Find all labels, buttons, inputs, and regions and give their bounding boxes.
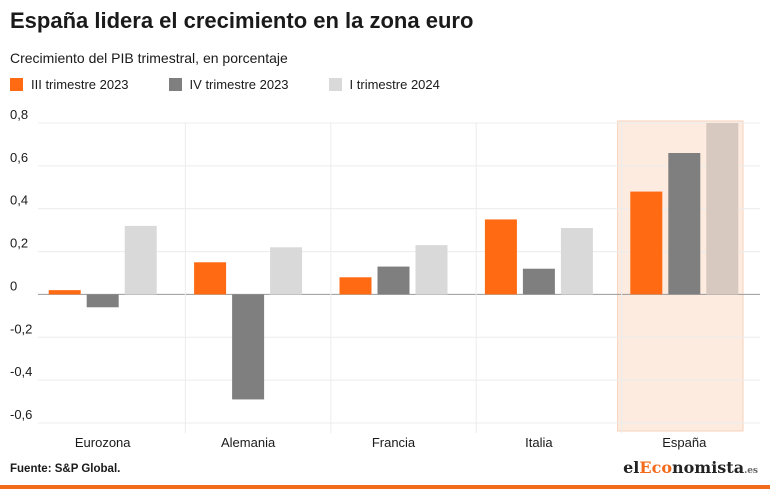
x-tick-label: Alemania — [221, 435, 276, 450]
bar-españa-s1 — [668, 153, 701, 295]
legend-item-s0: III trimestre 2023 — [10, 77, 129, 92]
bar-eurozona-s0 — [48, 290, 81, 295]
bar-alemania-s0 — [194, 262, 227, 295]
y-tick-label: -0,6 — [10, 407, 32, 422]
source-note: Fuente: S&P Global. — [10, 463, 121, 475]
chart-title: España lidera el crecimiento en la zona … — [10, 8, 474, 33]
y-tick-label: 0,2 — [10, 236, 28, 251]
bar-eurozona-s2 — [124, 225, 157, 295]
legend-swatch-s0 — [10, 78, 23, 91]
legend-swatch-s1 — [168, 78, 182, 91]
y-tick-label: 0,4 — [10, 193, 28, 208]
x-tick-label: Eurozona — [75, 435, 131, 450]
logo-text-el: el — [623, 458, 640, 477]
y-tick-label: -0,2 — [10, 321, 32, 336]
chart-subtitle: Crecimiento del PIB trimestral, en porce… — [10, 50, 288, 66]
y-tick-label: 0,8 — [10, 107, 28, 122]
x-tick-label: Francia — [372, 435, 416, 450]
logo-text-domain: .es — [744, 466, 758, 476]
bar-italia-s0 — [484, 219, 517, 295]
bar-chart: 0,8 0,6 0,4 0,2 0 -0,2 -0,4 -0,6 Eurozona Alemani… — [10, 107, 760, 450]
legend-label-s0: III trimestre 2023 — [31, 77, 129, 92]
bar-españa-s2 — [706, 123, 739, 295]
bar-italia-s1 — [522, 268, 555, 295]
bar-alemania-s2 — [270, 247, 303, 295]
bar-eurozona-s1 — [86, 294, 119, 308]
x-tick-label: Italia — [525, 435, 553, 450]
brand-logo: elEconomista.es — [623, 458, 758, 477]
y-tick-label: -0,4 — [10, 364, 32, 379]
legend-swatch-s2 — [328, 78, 342, 91]
footer-accent-bar — [0, 485, 770, 489]
y-tick-label: 0 — [10, 278, 17, 293]
logo-text-eco: Eco — [639, 458, 672, 477]
legend-label-s2: I trimestre 2024 — [349, 77, 440, 92]
x-tick-label: España — [662, 435, 707, 450]
legend-label-s1: IV trimestre 2023 — [189, 77, 289, 92]
bar-italia-s2 — [560, 228, 593, 295]
bar-alemania-s1 — [232, 294, 265, 400]
bar-francia-s2 — [415, 245, 448, 295]
bar-francia-s0 — [339, 277, 372, 295]
bar-españa-s0 — [630, 191, 663, 295]
legend-item-s2: I trimestre 2024 — [328, 77, 440, 92]
legend-item-s1: IV trimestre 2023 — [168, 77, 289, 92]
legend: III trimestre 2023 IV trimestre 2023 I t… — [10, 77, 480, 92]
y-tick-label: 0,6 — [10, 150, 28, 165]
bar-francia-s1 — [377, 266, 410, 295]
logo-text-nomista: nomista — [671, 458, 745, 477]
